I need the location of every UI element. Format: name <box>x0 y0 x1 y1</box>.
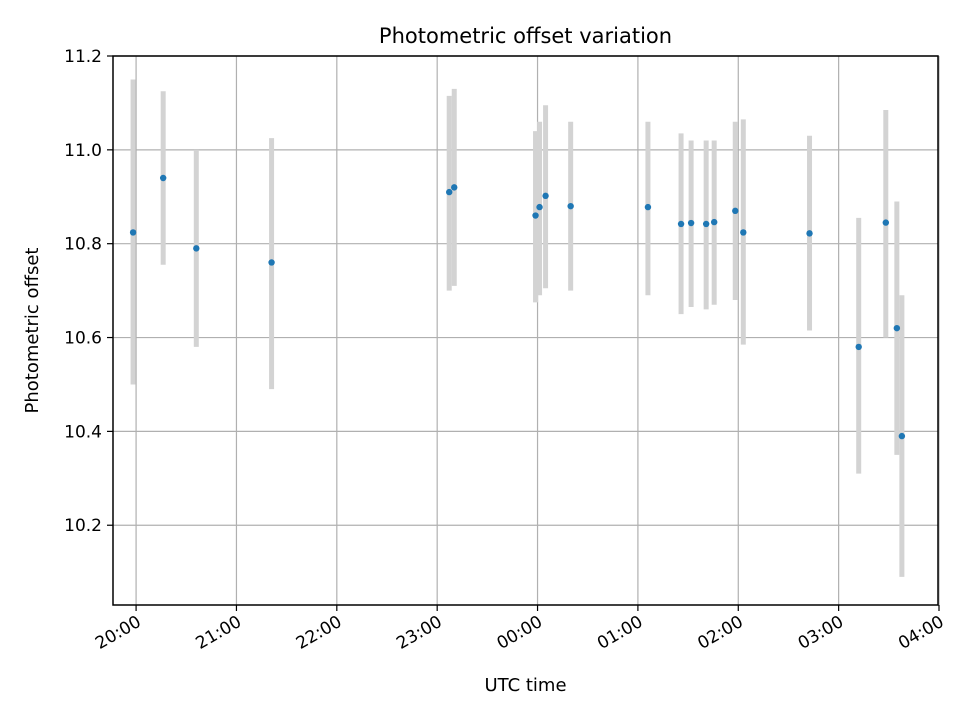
chart-title: Photometric offset variation <box>379 24 672 48</box>
y-tick-label: 10.2 <box>64 516 102 536</box>
data-point <box>882 219 890 226</box>
data-point <box>732 207 739 215</box>
data-point <box>536 203 543 211</box>
data-point <box>677 220 685 228</box>
data-point <box>644 203 652 211</box>
data-point <box>855 343 862 351</box>
y-tick-label: 11.2 <box>64 47 102 67</box>
data-point <box>740 229 747 236</box>
data-point <box>268 259 275 266</box>
plot-frame <box>112 55 939 606</box>
data-point <box>532 212 539 219</box>
y-axis-label: Photometric offset <box>22 248 43 414</box>
data-point <box>898 432 906 440</box>
grid <box>113 55 940 605</box>
data-point <box>446 188 453 196</box>
y-tick-label: 10.6 <box>64 329 102 349</box>
data-point <box>702 220 710 228</box>
data-points <box>129 174 906 440</box>
y-axis-ticks: 10.2 10.4 10.6 10.8 11.0 11.2 <box>64 47 113 536</box>
x-axis-label: UTC time <box>484 675 566 696</box>
y-tick-label: 10.4 <box>64 422 102 442</box>
data-point <box>567 202 574 210</box>
data-point <box>451 184 458 191</box>
data-point <box>193 245 200 252</box>
data-point <box>129 229 137 236</box>
data-point <box>687 219 695 227</box>
data-point <box>159 174 167 182</box>
data-point <box>806 230 813 237</box>
data-point <box>542 192 549 200</box>
data-point <box>893 324 901 332</box>
y-tick-label: 10.8 <box>64 235 102 255</box>
data-point <box>710 218 718 226</box>
y-tick-label: 11.0 <box>64 141 102 161</box>
